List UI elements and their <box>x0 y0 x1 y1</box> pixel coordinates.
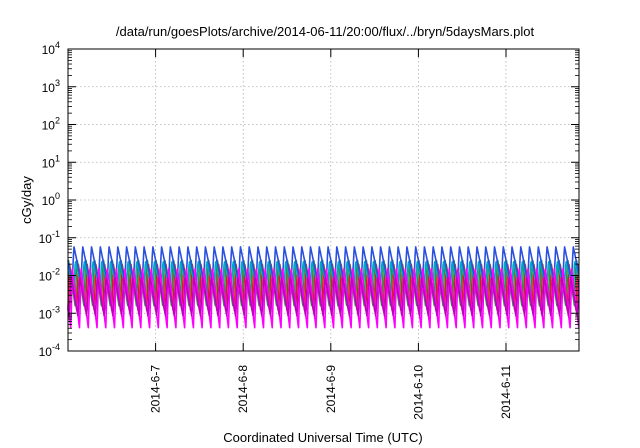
y-tick-label: 102 <box>42 116 60 133</box>
y-tick-label: 104 <box>42 40 60 57</box>
series-line <box>67 268 580 329</box>
y-tick-label: 101 <box>42 153 60 170</box>
series-group <box>67 246 580 329</box>
x-tick-label: 2014-6-11 <box>499 365 513 419</box>
y-tick-label: 100 <box>42 191 60 208</box>
x-axis-label: Coordinated Universal Time (UTC) <box>223 430 422 445</box>
series-line <box>67 277 580 317</box>
y-tick-label: 10-3 <box>39 304 60 321</box>
series-line <box>67 246 580 281</box>
y-tick-label: 10-2 <box>39 267 60 284</box>
y-tick-label: 103 <box>42 78 60 95</box>
y-tick-label: 10-1 <box>39 229 60 246</box>
chart-title: /data/run/goesPlots/archive/2014-06-11/2… <box>116 24 535 39</box>
x-tick-label: 2014-6-10 <box>411 365 425 420</box>
ticks-group: 10-4 10-3 10-2 10-1 100 101 102 103 104 2014-6-7 2… <box>39 40 579 420</box>
x-tick-label: 2014-6-9 <box>324 365 338 413</box>
x-tick-label: 2014-6-8 <box>236 365 250 413</box>
y-tick-label: 10-4 <box>39 342 60 359</box>
x-tick-label: 2014-6-7 <box>149 365 163 413</box>
y-axis-label: cGy/day <box>19 176 34 224</box>
